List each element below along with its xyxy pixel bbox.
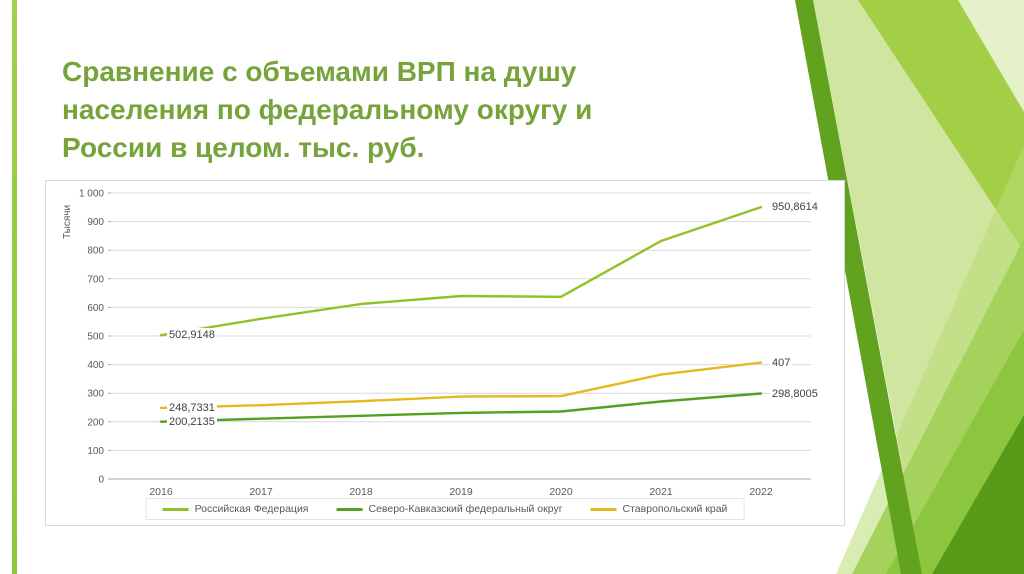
y-axis-title: Тысячи (62, 204, 73, 239)
legend-line-swatch (162, 507, 189, 511)
x-tick-label: 2017 (249, 486, 273, 498)
data-label: 950,8614 (770, 200, 820, 215)
x-tick-label: 2020 (549, 486, 573, 498)
x-tick-label: 2019 (449, 486, 473, 498)
data-label: 298,8005 (770, 386, 820, 401)
legend-label: Ставропольский край (622, 503, 728, 515)
series-line (159, 361, 763, 410)
chart-plot-area: 0 100 200 300 400 500 600 700 800 900 1 000 2016 201… (79, 189, 811, 498)
deco-polygon (858, 0, 1024, 252)
legend-item-stavropol-krai: Ставропольский край (590, 503, 728, 515)
data-label: 200,2135 (167, 414, 217, 429)
y-tick-label: 200 (87, 417, 104, 428)
x-tick-label: 2022 (749, 486, 773, 498)
series-line (159, 205, 763, 337)
y-tick-label: 400 (87, 360, 104, 371)
deco-polygon (932, 415, 1024, 574)
legend-item-russian-federation: Российская Федерация (162, 503, 309, 515)
y-tick-label: 500 (87, 332, 104, 343)
y-tick-label: 100 (87, 446, 104, 457)
y-tick-label: 900 (87, 217, 104, 228)
y-tick-label: 0 (98, 475, 104, 486)
slide-title: Сравнение с объемами ВРП на душу населен… (62, 56, 593, 163)
left-accent-stripe (12, 0, 17, 574)
x-tick-label: 2016 (149, 486, 173, 498)
y-tick-label: 800 (87, 246, 104, 257)
legend-line-swatch (336, 507, 363, 511)
deco-polygon (836, 145, 1024, 574)
deco-polygon (852, 238, 1024, 574)
legend-item-north-caucasus-district: Северо-Кавказский федеральный округ (336, 503, 563, 515)
y-tick-label: 1 000 (79, 189, 104, 200)
data-label: 502,9148 (167, 328, 217, 343)
legend-label: Российская Федерация (194, 503, 309, 515)
x-tick-label: 2021 (649, 486, 673, 498)
grp-per-capita-chart: 0 100 200 300 400 500 600 700 800 900 1 000 2016 201… (45, 180, 845, 526)
data-label: 248,7331 (167, 400, 217, 415)
y-tick-label: 300 (87, 389, 104, 400)
data-label: 407 (770, 355, 793, 370)
y-tick-label: 600 (87, 303, 104, 314)
x-tick-label: 2018 (349, 486, 373, 498)
legend-line-swatch (590, 507, 617, 511)
legend-label: Северо-Кавказский федеральный округ (368, 503, 563, 515)
y-tick-label: 700 (87, 274, 104, 285)
series-line (159, 392, 763, 423)
chart-legend: Российская Федерация Северо-Кавказский ф… (145, 498, 745, 520)
deco-polygon (958, 0, 1024, 112)
